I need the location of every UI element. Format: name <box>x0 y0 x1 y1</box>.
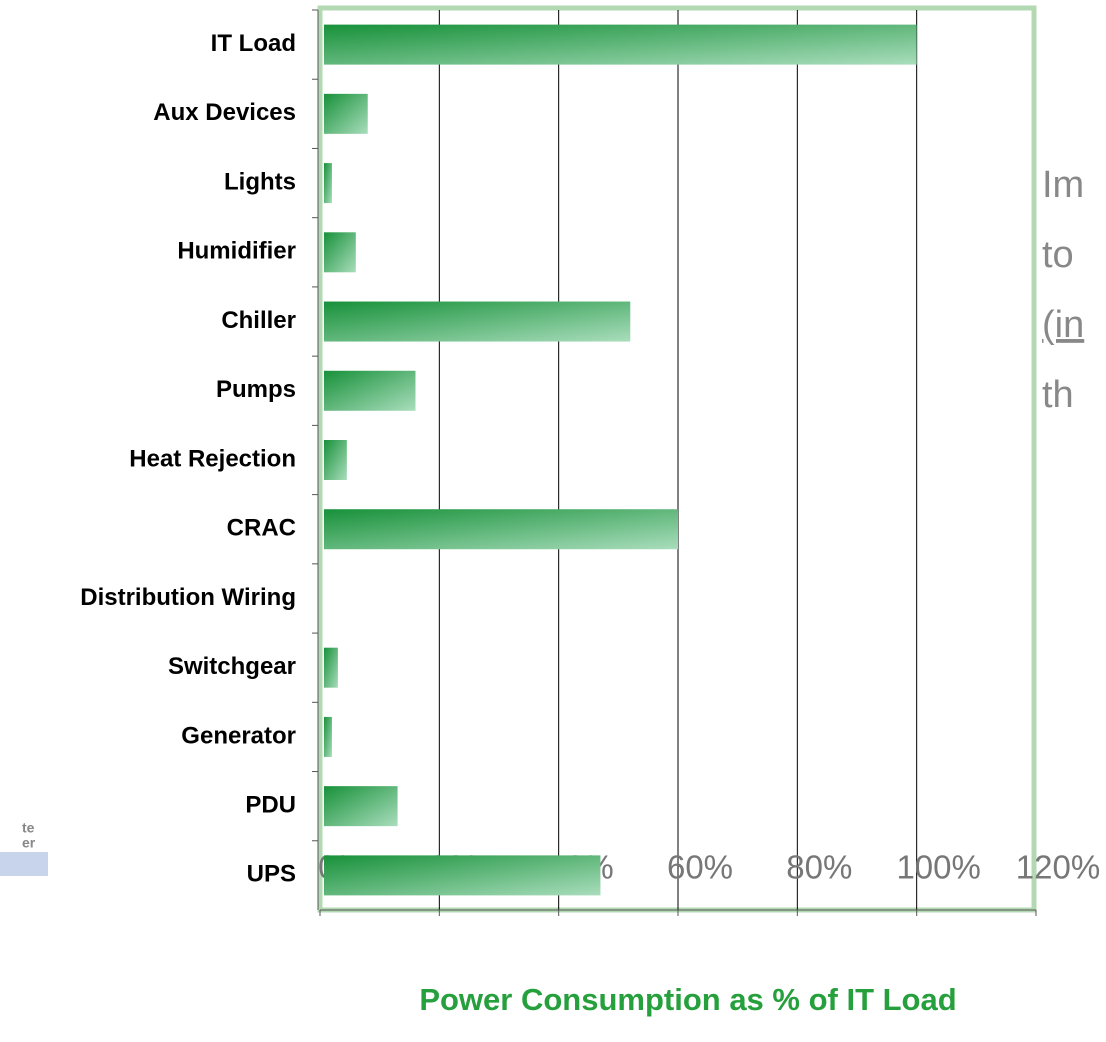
x-tick-label: 80% <box>786 849 852 886</box>
y-tick-label: Humidifier <box>177 238 296 265</box>
bar <box>324 855 601 896</box>
side-text: th <box>1042 374 1074 416</box>
side-text: (in <box>1042 304 1084 346</box>
bar <box>324 647 338 688</box>
plot-frame <box>317 5 1037 913</box>
y-tick-label: Aux Devices <box>153 99 296 126</box>
y-tick-label: Distribution Wiring <box>80 584 296 611</box>
bar <box>324 786 398 827</box>
bar <box>324 370 416 411</box>
y-tick-label: IT Load <box>211 30 296 57</box>
bar <box>324 509 678 550</box>
x-tick-label: 60% <box>667 849 733 886</box>
y-tick-label: Heat Rejection <box>129 445 296 472</box>
logo-box <box>0 852 48 876</box>
y-tick-label: PDU <box>245 791 296 818</box>
bar <box>324 301 631 342</box>
bar <box>324 232 356 273</box>
logo-text: er <box>22 835 36 851</box>
bar <box>324 93 368 134</box>
bar <box>324 440 347 480</box>
y-tick-label: Pumps <box>216 376 296 403</box>
y-tick-label: UPS <box>247 861 296 888</box>
y-tick-label: Chiller <box>221 307 296 334</box>
y-tick-label: CRAC <box>227 515 296 542</box>
y-tick-label: Generator <box>181 722 296 749</box>
x-tick-label: 120% <box>1016 849 1100 886</box>
y-tick-label: Switchgear <box>168 653 296 680</box>
side-text: Im <box>1042 164 1084 206</box>
bar <box>324 163 332 204</box>
bar <box>324 24 917 65</box>
x-tick-label: 100% <box>896 849 980 886</box>
bar <box>324 716 332 757</box>
y-tick-label: Lights <box>224 168 296 195</box>
side-text: to <box>1042 234 1074 276</box>
x-axis-label: Power Consumption as % of IT Load <box>419 982 956 1017</box>
logo-text: te <box>22 820 35 836</box>
